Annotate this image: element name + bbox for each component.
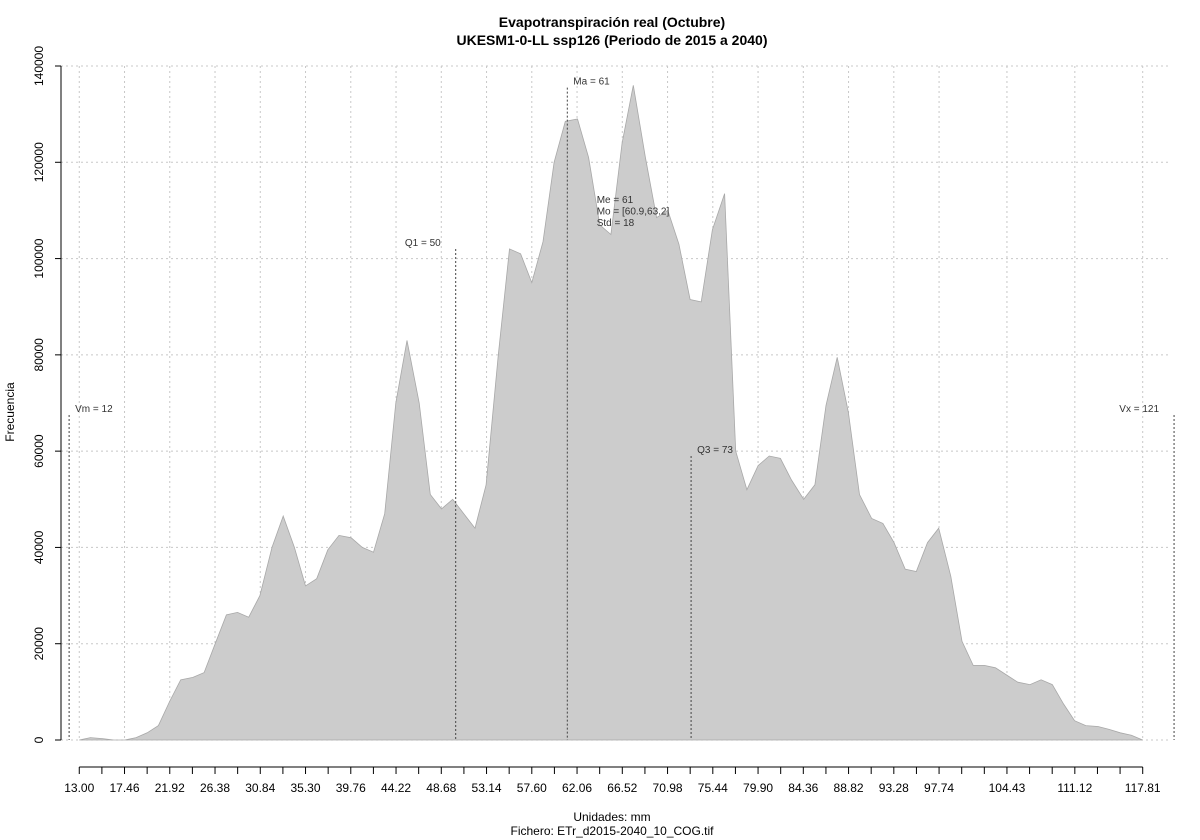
ref-label-4: Vx = 121 (1119, 404, 1159, 415)
x-tick-label-20: 104.43 (989, 781, 1026, 795)
x-tick-label-8: 48.68 (426, 781, 456, 795)
y-tick-label-2: 40000 (32, 530, 46, 564)
y-tick-label-0: 0 (32, 736, 46, 743)
x-tick-label-9: 53.14 (472, 781, 502, 795)
x-tick-label-13: 70.98 (653, 781, 683, 795)
chart-subtitle: UKESM1-0-LL ssp126 (Periodo de 2015 a 20… (457, 32, 768, 48)
stats-line-1: Mo = [60.9,63.2] (597, 207, 670, 218)
x-tick-label-6: 39.76 (336, 781, 366, 795)
y-tick-label-6: 120000 (32, 142, 46, 182)
x-tick-label-21: 111.12 (1057, 781, 1092, 795)
y-axis: 0 20000 40000 60000 80000 100000 120000 140000 (32, 46, 62, 743)
x-tick-label-3: 26.38 (200, 781, 230, 795)
y-axis-label: Frecuencia (3, 382, 17, 442)
x-tick-label-16: 84.36 (788, 781, 818, 795)
ref-label-0: Vm = 12 (75, 404, 113, 415)
x-tick-label-19: 97.74 (924, 781, 954, 795)
x-tick-label-17: 88.82 (834, 781, 864, 795)
frequency-area (79, 85, 1143, 741)
ref-label-2: Ma = 61 (573, 77, 610, 88)
y-tick-label-7: 140000 (32, 46, 46, 86)
x-tick-label-7: 44.22 (381, 781, 411, 795)
x-tick-label-1: 17.46 (110, 781, 140, 795)
y-tick-label-5: 100000 (32, 238, 46, 278)
x-tick-label-12: 66.52 (607, 781, 637, 795)
stats-line-0: Me = 61 (597, 195, 634, 206)
ref-label-1: Q1 = 50 (405, 238, 441, 249)
y-tick-label-3: 60000 (32, 434, 46, 468)
x-axis: 13.00 17.46 21.92 26.38 30.84 35.30 39.76 44.22… (64, 766, 1161, 795)
x-tick-label-14: 75.44 (698, 781, 728, 795)
y-tick-label-1: 20000 (32, 627, 46, 661)
x-tick-label-4: 30.84 (245, 781, 275, 795)
reference-lines: Vm = 12 Q1 = 50 Ma = 61 Q3 = 73 Vx = 121 (68, 77, 1175, 740)
x-axis-label: Unidades: mm (573, 810, 650, 824)
x-tick-label-0: 13.00 (64, 781, 94, 795)
ref-label-3: Q3 = 73 (697, 445, 733, 456)
x-tick-label-10: 57.60 (517, 781, 547, 795)
x-tick-label-18: 93.28 (879, 781, 909, 795)
x-tick-label-5: 35.30 (291, 781, 321, 795)
file-caption: Fichero: ETr_d2015-2040_10_COG.tif (511, 824, 715, 838)
x-tick-label-22: 117.81 (1125, 781, 1161, 795)
x-tick-label-11: 62.06 (562, 781, 592, 795)
stats-line-2: Std = 18 (597, 218, 635, 229)
y-tick-label-4: 80000 (32, 338, 46, 372)
chart-title: Evapotranspiración real (Octubre) (499, 14, 725, 30)
x-tick-label-15: 79.90 (743, 781, 773, 795)
x-tick-label-2: 21.92 (155, 781, 185, 795)
area-shape (79, 85, 1143, 741)
